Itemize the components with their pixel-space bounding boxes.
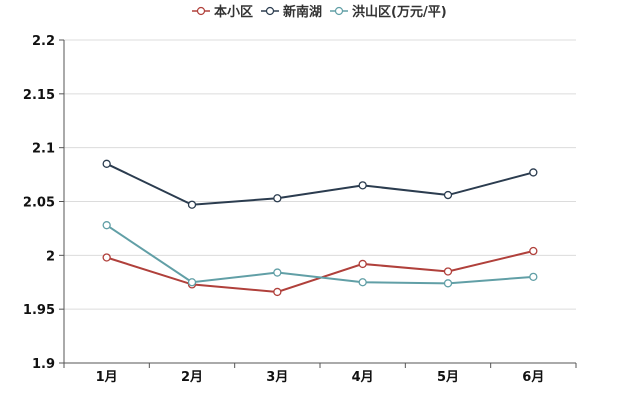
data-point[interactable] xyxy=(187,200,197,209)
data-point[interactable] xyxy=(529,168,538,177)
x-tick-label: 4月 xyxy=(352,370,374,385)
y-tick-label: 1.95 xyxy=(23,303,55,318)
data-point[interactable] xyxy=(443,279,453,288)
legend-marker-icon xyxy=(334,6,344,16)
legend-item[interactable]: 本小区 xyxy=(192,4,253,20)
data-point[interactable] xyxy=(273,194,282,203)
data-point[interactable] xyxy=(102,221,111,230)
y-tick-label: 2.15 xyxy=(23,88,55,103)
y-tick-label: 2.05 xyxy=(23,196,55,211)
data-point[interactable] xyxy=(358,278,367,287)
data-point[interactable] xyxy=(443,190,453,200)
data-point[interactable] xyxy=(273,268,282,277)
data-point[interactable] xyxy=(273,287,282,297)
y-tick-label: 1.9 xyxy=(32,357,55,372)
x-tick-label: 3月 xyxy=(266,370,288,385)
data-point[interactable] xyxy=(358,259,367,269)
legend[interactable]: 本小区 新南湖 洪山区(万元/平) xyxy=(192,4,447,20)
data-point[interactable] xyxy=(102,159,111,168)
data-point[interactable] xyxy=(102,253,111,262)
axes: 1.9 1.95 2 2.05 2.1 2.15 2.2 1月 2月 3月 4月 5月 6月 xyxy=(23,34,577,385)
data-point[interactable] xyxy=(358,181,367,190)
series-line xyxy=(106,250,534,293)
grid-lines xyxy=(64,39,576,310)
series-line xyxy=(106,162,534,206)
x-tick-label: 2月 xyxy=(181,370,203,385)
y-tick-label: 2.2 xyxy=(32,34,55,49)
data-point[interactable] xyxy=(187,278,197,287)
legend-marker-icon xyxy=(265,6,275,16)
series-line xyxy=(106,224,534,285)
y-tick-label: 2.1 xyxy=(32,142,55,157)
x-tick-label: 6月 xyxy=(522,370,544,385)
legend-label: 新南湖 xyxy=(283,4,322,20)
y-tick-label: 2 xyxy=(46,249,55,264)
x-tick-label: 5月 xyxy=(437,370,459,385)
data-point[interactable] xyxy=(529,272,538,282)
series-lines xyxy=(102,159,538,297)
legend-item[interactable]: 新南湖 xyxy=(261,4,322,20)
data-point[interactable] xyxy=(443,267,453,276)
data-point[interactable] xyxy=(529,246,538,256)
legend-marker-icon xyxy=(196,6,206,16)
legend-label: 本小区 xyxy=(214,4,253,20)
x-tick-label: 1月 xyxy=(96,370,118,385)
legend-label: 洪山区(万元/平) xyxy=(352,4,447,20)
legend-item[interactable]: 洪山区(万元/平) xyxy=(330,4,447,20)
